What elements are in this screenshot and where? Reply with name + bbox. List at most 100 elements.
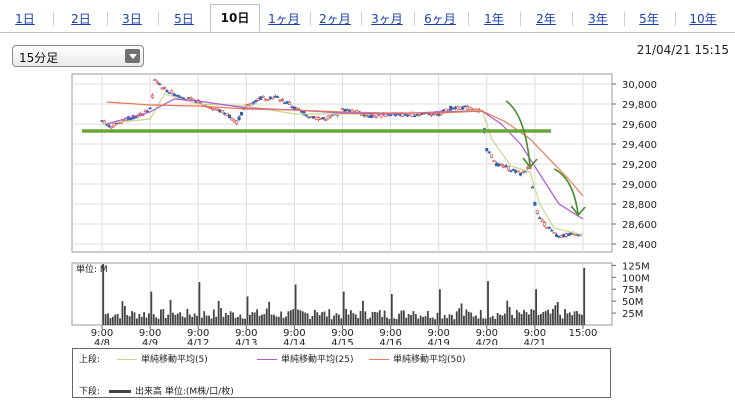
x-tick-time: 9:00 — [524, 328, 546, 339]
volume-bar — [325, 316, 328, 325]
price-tick-label: 28,800 — [622, 200, 657, 211]
volume-bar — [287, 311, 290, 325]
volume-bar — [424, 316, 427, 325]
volume-bar — [275, 316, 278, 325]
candle-body — [175, 94, 179, 97]
candle-body — [504, 165, 508, 168]
volume-bar — [554, 305, 557, 325]
x-tick-time: 9:00 — [427, 328, 449, 339]
candle-body — [309, 116, 313, 118]
tab-3[interactable]: 3日 — [122, 12, 142, 26]
x-tick-time: 9:00 — [331, 328, 353, 339]
x-tick-time: 9:00 — [476, 328, 498, 339]
tab-1[interactable]: 1日 — [15, 12, 35, 26]
candle-body — [574, 234, 578, 236]
candle-body — [237, 116, 241, 120]
volume-bar — [169, 299, 172, 325]
tab-12[interactable]: 3年 — [588, 12, 608, 26]
legend-item-volume: 出来高 単位:(M株/口/枚) — [109, 384, 234, 397]
volume-bar — [119, 318, 121, 325]
volume-bar — [405, 317, 408, 325]
volume-bar — [131, 311, 133, 325]
candle-body — [292, 106, 296, 110]
tab-7[interactable]: 2ヶ月 — [319, 12, 351, 26]
tab-10[interactable]: 1年 — [484, 12, 504, 26]
candle-body — [516, 170, 520, 173]
volume-bar — [419, 315, 422, 325]
candle-body — [463, 105, 467, 108]
volume-bar — [470, 312, 473, 325]
candle-body — [340, 108, 344, 110]
legend-label-ma25: 単純移動平均(25) — [281, 355, 354, 365]
interval-select[interactable]: 15分足 — [12, 45, 144, 67]
volume-bar — [150, 291, 153, 325]
tab-2[interactable]: 2日 — [71, 12, 91, 26]
trend-arrow-2 — [553, 168, 579, 216]
x-tick-date: 4/16 — [379, 338, 401, 345]
volume-bar — [515, 309, 518, 325]
candle-body — [567, 233, 571, 237]
tab-4[interactable]: 5日 — [174, 12, 194, 26]
volume-bar — [366, 319, 369, 325]
volume-bar — [463, 315, 465, 325]
candle-body — [201, 104, 205, 106]
volume-bar — [179, 312, 182, 325]
volume-tick-label: 75M — [622, 285, 643, 296]
candle-body — [555, 234, 559, 237]
volume-tick-label: 25M — [622, 309, 643, 320]
volume-tick-label: 100M — [622, 273, 650, 284]
tab-6[interactable]: 1ヶ月 — [268, 12, 300, 26]
candle-body — [252, 101, 256, 104]
legend-swatch-ma5 — [117, 359, 137, 360]
volume-bar — [398, 313, 400, 325]
trend-arrowhead-1 — [522, 157, 538, 169]
volume-bar — [573, 311, 576, 325]
tab-5[interactable]: 10日 — [210, 4, 260, 32]
volume-bar — [455, 311, 458, 325]
volume-bar — [309, 319, 311, 325]
candle-body — [213, 108, 217, 111]
volume-bar — [496, 312, 499, 325]
tab-11[interactable]: 2年 — [536, 12, 556, 26]
candle-body — [389, 114, 393, 117]
tab-separator — [158, 12, 159, 26]
volume-bar — [525, 312, 528, 325]
volume-bar — [299, 310, 302, 325]
tab-14[interactable]: 10年 — [689, 12, 717, 26]
volume-bar — [181, 316, 184, 325]
volume-bar — [277, 316, 280, 325]
volume-bar — [140, 316, 143, 325]
candle-body — [235, 120, 239, 125]
legend-item-ma50: 単純移動平均(50) — [369, 352, 465, 365]
candle-body — [374, 116, 378, 119]
candle-body — [283, 102, 287, 105]
legend-lower-label: 下段: — [79, 387, 101, 397]
volume-bar — [224, 312, 227, 325]
chevron-down-icon[interactable] — [125, 49, 140, 63]
candle-body — [372, 114, 376, 117]
volume-bar — [174, 314, 177, 325]
tab-9[interactable]: 6ヶ月 — [424, 12, 456, 26]
candle-body — [367, 116, 371, 118]
volume-bar — [251, 312, 254, 325]
period-tabs: 1日 2日 3日 5日 10日 1ヶ月 2ヶ月 3ヶ月 6ヶ月 1年 2年 3年 5年 10年 — [0, 0, 735, 33]
candle-body — [552, 232, 556, 234]
volume-bar — [434, 319, 436, 325]
volume-bar — [527, 314, 530, 325]
volume-bar — [426, 310, 429, 325]
volume-bar — [484, 318, 487, 325]
candle-body — [259, 96, 263, 100]
volume-bar — [458, 308, 461, 325]
volume-bar — [395, 319, 398, 325]
volume-bar — [407, 314, 410, 325]
x-tick-time: 15:00 — [569, 328, 598, 339]
volume-bar — [530, 309, 533, 325]
tab-8[interactable]: 3ヶ月 — [371, 12, 403, 26]
candle-body — [360, 114, 364, 116]
volume-bar — [381, 316, 384, 325]
volume-bar — [167, 314, 170, 325]
volume-bar — [400, 310, 403, 325]
volume-bar — [436, 312, 439, 325]
tab-13[interactable]: 5年 — [639, 12, 659, 26]
volume-bar — [441, 318, 444, 325]
